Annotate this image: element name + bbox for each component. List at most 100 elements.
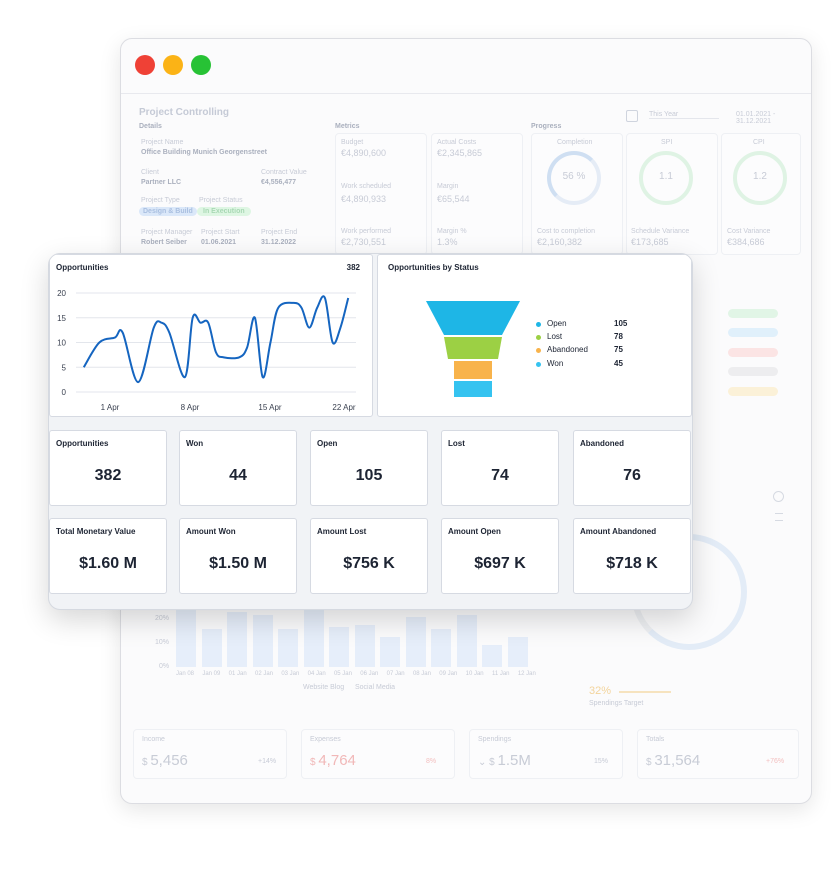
x-tick-label: 15 Apr xyxy=(258,403,281,412)
kpi-value: 382 xyxy=(94,467,122,484)
spendings-change: 15% xyxy=(594,758,609,765)
settings-icon[interactable] xyxy=(773,491,784,502)
actual-costs-label: Actual Costs xyxy=(437,139,477,146)
progress-heading: Progress xyxy=(531,123,562,130)
spi-value: 1.1 xyxy=(659,171,673,182)
funnel-stage-abandoned xyxy=(454,361,492,379)
legend-label-abandoned: Abandoned xyxy=(547,345,588,354)
opportunities-by-status-card: Opportunities by Status Open 105 Lost 78… xyxy=(377,254,692,417)
project-start-label: Project Start xyxy=(201,229,240,236)
bg-x-tick: 06 Jan xyxy=(360,671,379,677)
spending-target-bar xyxy=(619,691,671,693)
kpi-value: 74 xyxy=(491,467,509,484)
legend-value-abandoned: 75 xyxy=(614,345,623,354)
project-end-value: 31.12.2022 xyxy=(261,239,297,246)
kpi-value: 44 xyxy=(229,467,247,484)
opportunities-series-line xyxy=(82,295,350,384)
kpi-total-monetary-value-card[interactable]: Total Monetary Value $1.60 M xyxy=(49,518,167,594)
legend-value-won: 45 xyxy=(614,359,623,368)
bg-x-tick: 10 Jan xyxy=(465,671,484,677)
kpi-abandoned-card[interactable]: Abandoned 76 xyxy=(573,430,691,506)
kpi-amount-open-card[interactable]: Amount Open $697 K xyxy=(441,518,559,594)
project-manager-value: Robert Seiber xyxy=(141,239,187,246)
y-tick-label: 0 xyxy=(62,388,67,397)
legend-dot-abandoned xyxy=(536,348,541,353)
kpi-open-card[interactable]: Open 105 xyxy=(310,430,428,506)
legend-dot-won xyxy=(536,362,541,367)
totals-card: Totals $ 31,564 +76% xyxy=(637,729,799,779)
bg-bar xyxy=(507,637,528,667)
menu-icon[interactable] xyxy=(775,513,783,521)
kpi-amount-won-card[interactable]: Amount Won $1.50 M xyxy=(179,518,297,594)
bg-bar xyxy=(456,615,477,667)
y-tick-label: 20 xyxy=(57,289,66,298)
bg-y-tick: 10% xyxy=(155,639,170,646)
bg-bar xyxy=(201,629,222,667)
bg-x-tick: 01 Jan xyxy=(228,671,247,677)
project-end-label: Project End xyxy=(261,229,298,236)
minimize-window-button[interactable] xyxy=(163,55,183,75)
totals-value: $ 31,564 xyxy=(646,752,701,769)
date-range-select[interactable]: This Year xyxy=(649,111,719,119)
bg-x-axis: Jan 08 Jan 09 01 Jan 02 Jan 03 Jan 04 Ja… xyxy=(176,671,536,677)
income-change: +14% xyxy=(258,758,277,765)
bg-bar xyxy=(176,605,196,667)
status-pill xyxy=(728,309,778,318)
close-window-button[interactable] xyxy=(135,55,155,75)
project-name-value: Office Building Munich Georgenstreet xyxy=(141,149,268,156)
client-value: Partner LLC xyxy=(141,179,182,186)
kpi-label: Abandoned xyxy=(580,439,624,448)
expenses-value: $ 4,764 xyxy=(310,752,356,769)
project-name-label: Project Name xyxy=(141,139,184,146)
kpi-label: Amount Won xyxy=(186,527,236,536)
page-title: Project Controlling xyxy=(139,107,229,118)
work-scheduled-value: €4,890,933 xyxy=(341,194,387,204)
actual-costs-value: €2,345,865 xyxy=(437,148,483,158)
maximize-window-button[interactable] xyxy=(191,55,211,75)
opportunities-line-chart: 0 5 10 15 20 1 Apr 8 Apr 15 Apr 22 Apr xyxy=(57,289,356,412)
project-type-badge: Design & Build xyxy=(139,207,197,216)
funnel-stage-lost xyxy=(444,337,502,359)
cost-to-completion-label: Cost to completion xyxy=(537,228,595,235)
project-type-label: Project Type xyxy=(141,197,180,204)
margin-value: €65,544 xyxy=(437,194,470,204)
project-start-value: 01.06.2021 xyxy=(201,239,237,246)
y-tick-label: 15 xyxy=(57,314,66,323)
status-pill xyxy=(728,367,778,376)
project-status-label: Project Status xyxy=(199,197,243,204)
income-label: Income xyxy=(142,736,165,743)
kpi-opportunities-card[interactable]: Opportunities 382 xyxy=(49,430,167,506)
kpi-lost-card[interactable]: Lost 74 xyxy=(441,430,559,506)
bg-bar xyxy=(380,637,400,667)
funnel-stage-open xyxy=(426,301,520,335)
bg-x-tick: 02 Jan xyxy=(254,671,273,677)
bg-bar xyxy=(354,625,375,667)
completion-ring xyxy=(547,151,601,205)
legend-dot-open xyxy=(536,322,541,327)
spending-target-pct: 32% xyxy=(589,685,612,697)
contract-value-label: Contract Value xyxy=(261,169,307,176)
legend-label-won: Won xyxy=(547,359,564,368)
legend-label-lost: Lost xyxy=(547,332,563,341)
bg-bar xyxy=(303,609,324,667)
calendar-icon[interactable] xyxy=(626,110,638,122)
status-pill xyxy=(728,348,778,357)
legend-dot-lost xyxy=(536,335,541,340)
funnel-title: Opportunities by Status xyxy=(388,263,479,272)
bg-x-tick: Jan 09 xyxy=(202,671,221,677)
spendings-label: Spendings xyxy=(478,736,512,743)
bg-y-tick: 20% xyxy=(155,615,170,622)
bg-x-tick: 08 Jan xyxy=(412,671,431,677)
kpi-value: $697 K xyxy=(474,555,526,572)
bg-x-tick: 03 Jan xyxy=(281,671,300,677)
bg-x-tick: 09 Jan xyxy=(439,671,458,677)
opportunities-line-card: Opportunities 382 0 5 10 15 20 1 Apr 8 Apr 15 A… xyxy=(49,254,373,417)
kpi-amount-abandoned-card[interactable]: Amount Abandoned $718 K xyxy=(573,518,691,594)
kpi-won-card[interactable]: Won 44 xyxy=(179,430,297,506)
bg-legend-website-blog: Website Blog xyxy=(303,684,345,691)
kpi-value: 76 xyxy=(623,467,641,484)
margin-label: Margin xyxy=(437,183,459,190)
kpi-amount-lost-card[interactable]: Amount Lost $756 K xyxy=(310,518,428,594)
work-scheduled-label: Work scheduled xyxy=(341,183,392,190)
spendings-card: Spendings ⌄ $ 1.5M 15% xyxy=(469,729,623,779)
